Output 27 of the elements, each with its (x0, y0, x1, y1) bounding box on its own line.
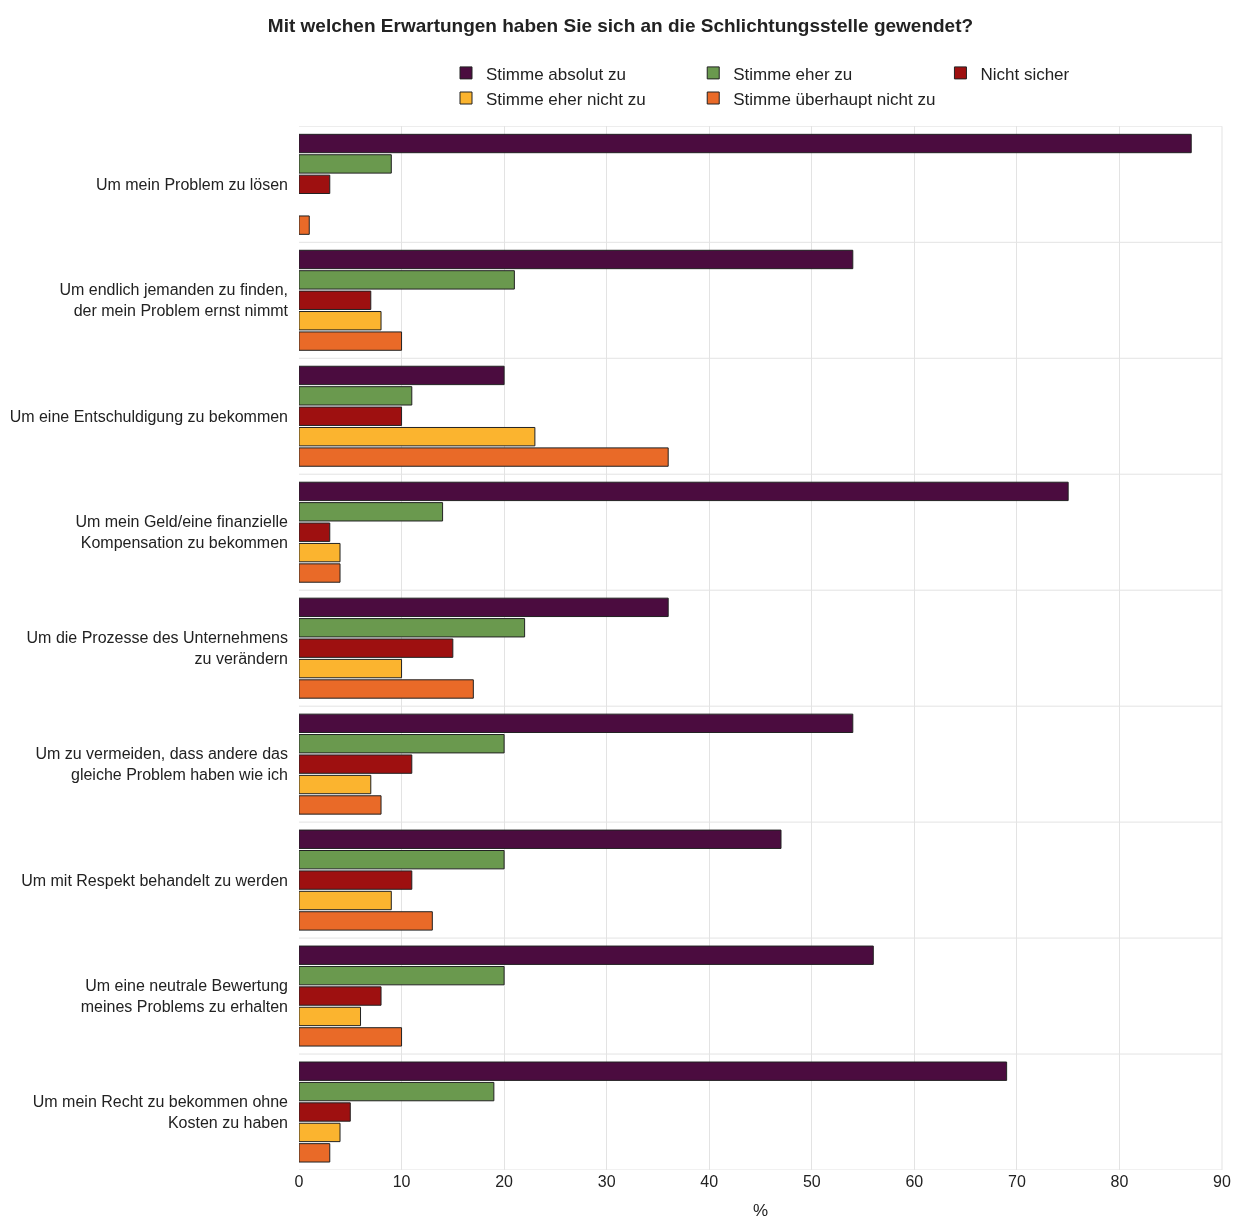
legend-label: Stimme absolut zu (486, 64, 626, 84)
y-tick-label: Um zu vermeiden, dass andere das gleiche Problem haben wie ich (35, 745, 288, 784)
chart-title: Mit welchen Erwartungen haben Sie sich an die Schlichtungsstelle gewendet? (267, 14, 974, 36)
y-tick-label: Um die Prozesse des Unternehmens zu verändern (26, 629, 288, 668)
x-tick-label: 70 (1007, 1173, 1026, 1190)
y-tick-label: Um mein Recht zu bekommen ohne Kosten zu haben (32, 1093, 289, 1132)
legend-label: Stimme eher zu (733, 64, 853, 84)
y-tick-label: Um mit Respekt behandelt zu werden (21, 871, 288, 889)
x-tick-label: 40 (700, 1173, 719, 1190)
legend-label: Stimme überhaupt nicht zu (733, 89, 936, 109)
x-tick-label: 80 (1110, 1173, 1129, 1190)
x-tick-label: 20 (495, 1173, 514, 1190)
y-tick-label: Um mein Geld/eine finanzielle Kompensation zu bekommen (75, 513, 289, 552)
x-axis-title: % (752, 1201, 769, 1221)
x-tick-label: 60 (905, 1173, 924, 1190)
x-tick-label: 90 (1213, 1173, 1231, 1190)
legend-label: Stimme eher nicht zu (486, 89, 646, 109)
x-tick-label: 30 (597, 1173, 616, 1190)
x-tick-label: 0 (294, 1173, 304, 1190)
x-tick-label: 50 (802, 1173, 821, 1190)
x-tick-label: 10 (392, 1173, 411, 1190)
y-tick-label: Um eine neutrale Bewertung meines Problems zu erhalten (80, 977, 288, 1016)
y-tick-label: Um mein Problem zu lösen (95, 175, 288, 193)
y-tick-label: Um endlich jemanden zu finden, der mein Problem ernst nimmt (59, 281, 289, 320)
legend-label: Nicht sicher (980, 64, 1070, 84)
y-tick-label: Um eine Entschuldigung zu bekommen (9, 407, 288, 425)
bar (299, 215, 310, 235)
